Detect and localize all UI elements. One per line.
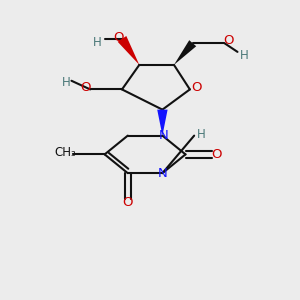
Text: H: H (93, 36, 102, 49)
Text: O: O (191, 82, 201, 94)
Text: H: H (197, 128, 206, 141)
Text: O: O (122, 196, 133, 209)
Text: O: O (212, 148, 222, 161)
Text: N: N (159, 129, 169, 142)
Text: H: H (239, 49, 248, 62)
Polygon shape (118, 36, 139, 65)
Text: H: H (62, 76, 70, 89)
Text: N: N (158, 167, 167, 180)
Text: O: O (81, 81, 91, 94)
Polygon shape (174, 40, 196, 65)
Text: O: O (113, 31, 124, 44)
Text: O: O (224, 34, 234, 47)
Text: CH₃: CH₃ (54, 146, 76, 159)
Polygon shape (157, 110, 168, 136)
